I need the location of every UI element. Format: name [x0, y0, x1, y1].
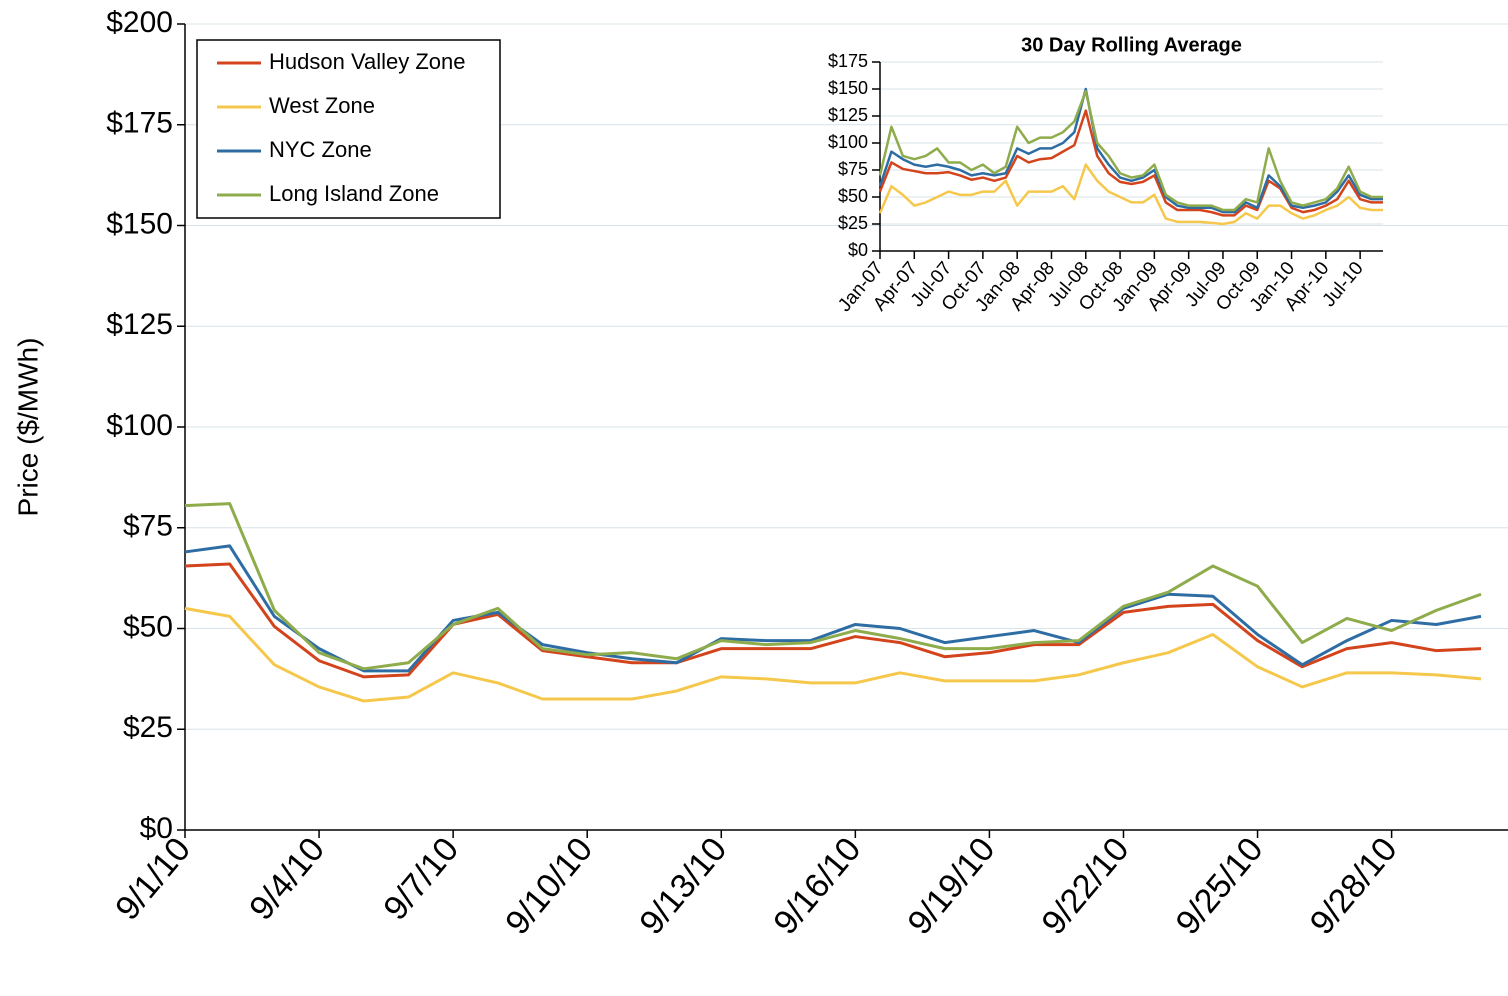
line-series — [184, 606, 1482, 703]
y-tick-label: $150 — [828, 78, 868, 98]
legend-label: Long Island Zone — [269, 181, 439, 206]
y-tick-label: $175 — [106, 107, 173, 140]
y-tick-label: $25 — [123, 711, 173, 744]
x-tick-label: 9/10/10 — [498, 830, 600, 941]
y-tick-label: $200 — [106, 6, 173, 39]
y-tick-label: $125 — [106, 308, 173, 341]
x-tick-label: 9/16/10 — [766, 830, 868, 941]
y-tick-label: $175 — [828, 51, 868, 71]
y-tick-label: $75 — [838, 159, 868, 179]
y-axis-label: Price ($/MWh) — [12, 338, 43, 517]
x-tick-label: 9/25/10 — [1169, 830, 1271, 941]
legend-label: NYC Zone — [269, 137, 372, 162]
x-tick-label: 9/22/10 — [1034, 830, 1136, 941]
line-series — [878, 89, 1383, 212]
line-series — [878, 163, 1383, 226]
legend-box — [196, 39, 501, 219]
y-tick-label: $50 — [838, 186, 868, 206]
x-tick-label: 9/1/10 — [108, 830, 198, 927]
line-series — [184, 562, 1482, 679]
x-tick-label: 9/13/10 — [632, 830, 734, 941]
x-tick-label: 9/4/10 — [242, 830, 332, 927]
y-tick-label: $150 — [106, 207, 173, 240]
line-series — [878, 87, 1383, 214]
y-tick-label: $50 — [123, 610, 173, 643]
line-series — [184, 502, 1482, 671]
y-tick-label: $25 — [838, 213, 868, 233]
y-tick-label: $75 — [123, 510, 173, 543]
x-tick-label: 9/19/10 — [900, 830, 1002, 941]
line-series — [184, 544, 1482, 673]
x-tick-label: 9/7/10 — [376, 830, 466, 927]
y-tick-label: $0 — [140, 812, 173, 845]
legend-label: Hudson Valley Zone — [269, 49, 466, 74]
chart-title: 30 Day Rolling Average — [1021, 34, 1242, 56]
legend-label: West Zone — [269, 93, 375, 118]
line-series — [878, 109, 1383, 217]
y-tick-label: $100 — [106, 409, 173, 442]
y-tick-label: $125 — [828, 105, 868, 125]
x-tick-label: 9/28/10 — [1303, 830, 1405, 941]
y-tick-label: $100 — [828, 132, 868, 152]
y-tick-label: $0 — [848, 240, 868, 260]
